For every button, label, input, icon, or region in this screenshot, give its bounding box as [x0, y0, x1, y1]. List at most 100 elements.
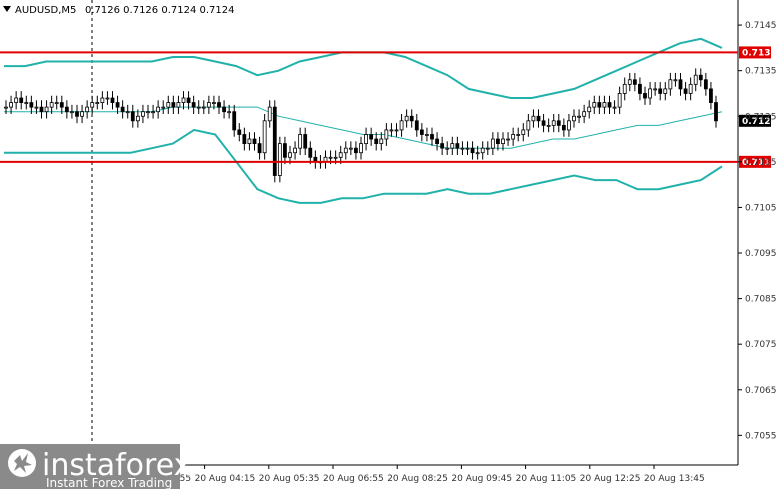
y-tick-label: 0.7065: [745, 386, 777, 396]
candle: [303, 127, 308, 155]
candle: [714, 95, 718, 128]
y-tick-label: 0.7085: [745, 295, 777, 305]
candle: [693, 68, 698, 92]
candle: [206, 95, 211, 114]
candle: [465, 141, 470, 155]
instaforex-logo-icon: [8, 449, 36, 477]
candle: [176, 95, 181, 114]
candle: [217, 95, 221, 114]
candle: [622, 77, 627, 101]
candle: [130, 104, 135, 128]
candle: [135, 109, 140, 128]
support-resistance-levels: 0.7139 0.7115 0.7124: [0, 46, 777, 168]
candle: [151, 104, 155, 119]
x-tick-label: 20 Aug 04:15: [195, 474, 256, 484]
candle: [95, 95, 100, 110]
candle: [222, 100, 226, 119]
x-tick-label: 20 Aug 09:45: [451, 474, 512, 484]
candle: [709, 82, 713, 110]
candle: [115, 95, 120, 114]
candle: [658, 82, 663, 101]
candle: [582, 104, 587, 124]
candle: [460, 141, 465, 155]
watermark-brand: instaforex: [42, 448, 191, 483]
symbol-label: AUDUSD,M5: [15, 5, 76, 16]
candle: [435, 132, 439, 151]
level-price-label: 0.7139: [742, 48, 777, 58]
candle: [379, 132, 384, 151]
candle: [531, 109, 536, 128]
candle: [653, 82, 658, 96]
candle: [394, 123, 399, 137]
candle: [80, 104, 84, 124]
candles: [4, 68, 718, 183]
candle: [161, 100, 166, 114]
candle: [100, 91, 105, 110]
candle: [516, 127, 521, 142]
watermark-tagline: Instant Forex Trading: [46, 476, 172, 489]
candle: [556, 113, 561, 133]
candle: [668, 72, 673, 96]
candle: [171, 95, 176, 114]
candle: [75, 104, 79, 124]
candle: [592, 95, 597, 114]
candle: [257, 136, 262, 160]
instaforex-watermark: instaforex Instant Forex Trading: [0, 444, 191, 490]
candle: [496, 132, 500, 151]
y-tick-label: 0.7055: [745, 431, 777, 441]
candle: [450, 136, 455, 155]
candle: [703, 72, 708, 96]
candle: [9, 95, 13, 114]
candle: [227, 104, 232, 119]
candle: [90, 95, 95, 114]
candle: [627, 72, 632, 92]
candle: [475, 145, 480, 160]
candle: [354, 141, 358, 160]
candle: [490, 132, 495, 155]
candle: [181, 91, 186, 110]
candle: [572, 109, 576, 128]
candle: [526, 113, 531, 137]
candle: [643, 86, 647, 105]
x-tick-label: 20 Aug 06:55: [323, 474, 384, 484]
candle: [374, 132, 379, 151]
candle: [698, 68, 703, 87]
candle: [455, 136, 460, 155]
level-price-tag: [739, 155, 771, 168]
candle: [298, 127, 303, 155]
candle: [683, 82, 688, 101]
candle: [587, 100, 592, 119]
candle: [196, 100, 201, 114]
candle: [4, 100, 8, 114]
dropdown-triangle-icon[interactable]: [3, 6, 11, 12]
candle: [470, 141, 475, 160]
candle: [632, 72, 637, 92]
x-tick-label: 20 Aug 05:35: [259, 474, 320, 484]
candle: [419, 123, 424, 142]
candle: [506, 132, 510, 146]
candle: [440, 136, 445, 155]
candle: [364, 127, 368, 151]
candle: [156, 100, 161, 119]
candle: [166, 95, 171, 114]
candle: [29, 95, 34, 114]
candle: [409, 109, 414, 128]
y-tick-label: 0.7135: [745, 67, 777, 77]
candle: [125, 104, 130, 119]
candle: [34, 100, 39, 114]
candle: [414, 113, 419, 137]
candle: [237, 123, 242, 142]
candle: [597, 95, 602, 114]
candle: [64, 100, 69, 119]
candle: [120, 100, 125, 119]
bollinger-lower-band: [4, 128, 723, 204]
candle: [648, 82, 652, 105]
candle: [267, 100, 272, 128]
candle: [511, 127, 516, 146]
level-price-label: 0.7115: [742, 158, 777, 168]
candle: [343, 141, 348, 160]
x-tick-label: 20 Aug 12:25: [580, 474, 641, 484]
last-price-label: 0.7124: [742, 117, 777, 127]
candle: [141, 104, 145, 124]
